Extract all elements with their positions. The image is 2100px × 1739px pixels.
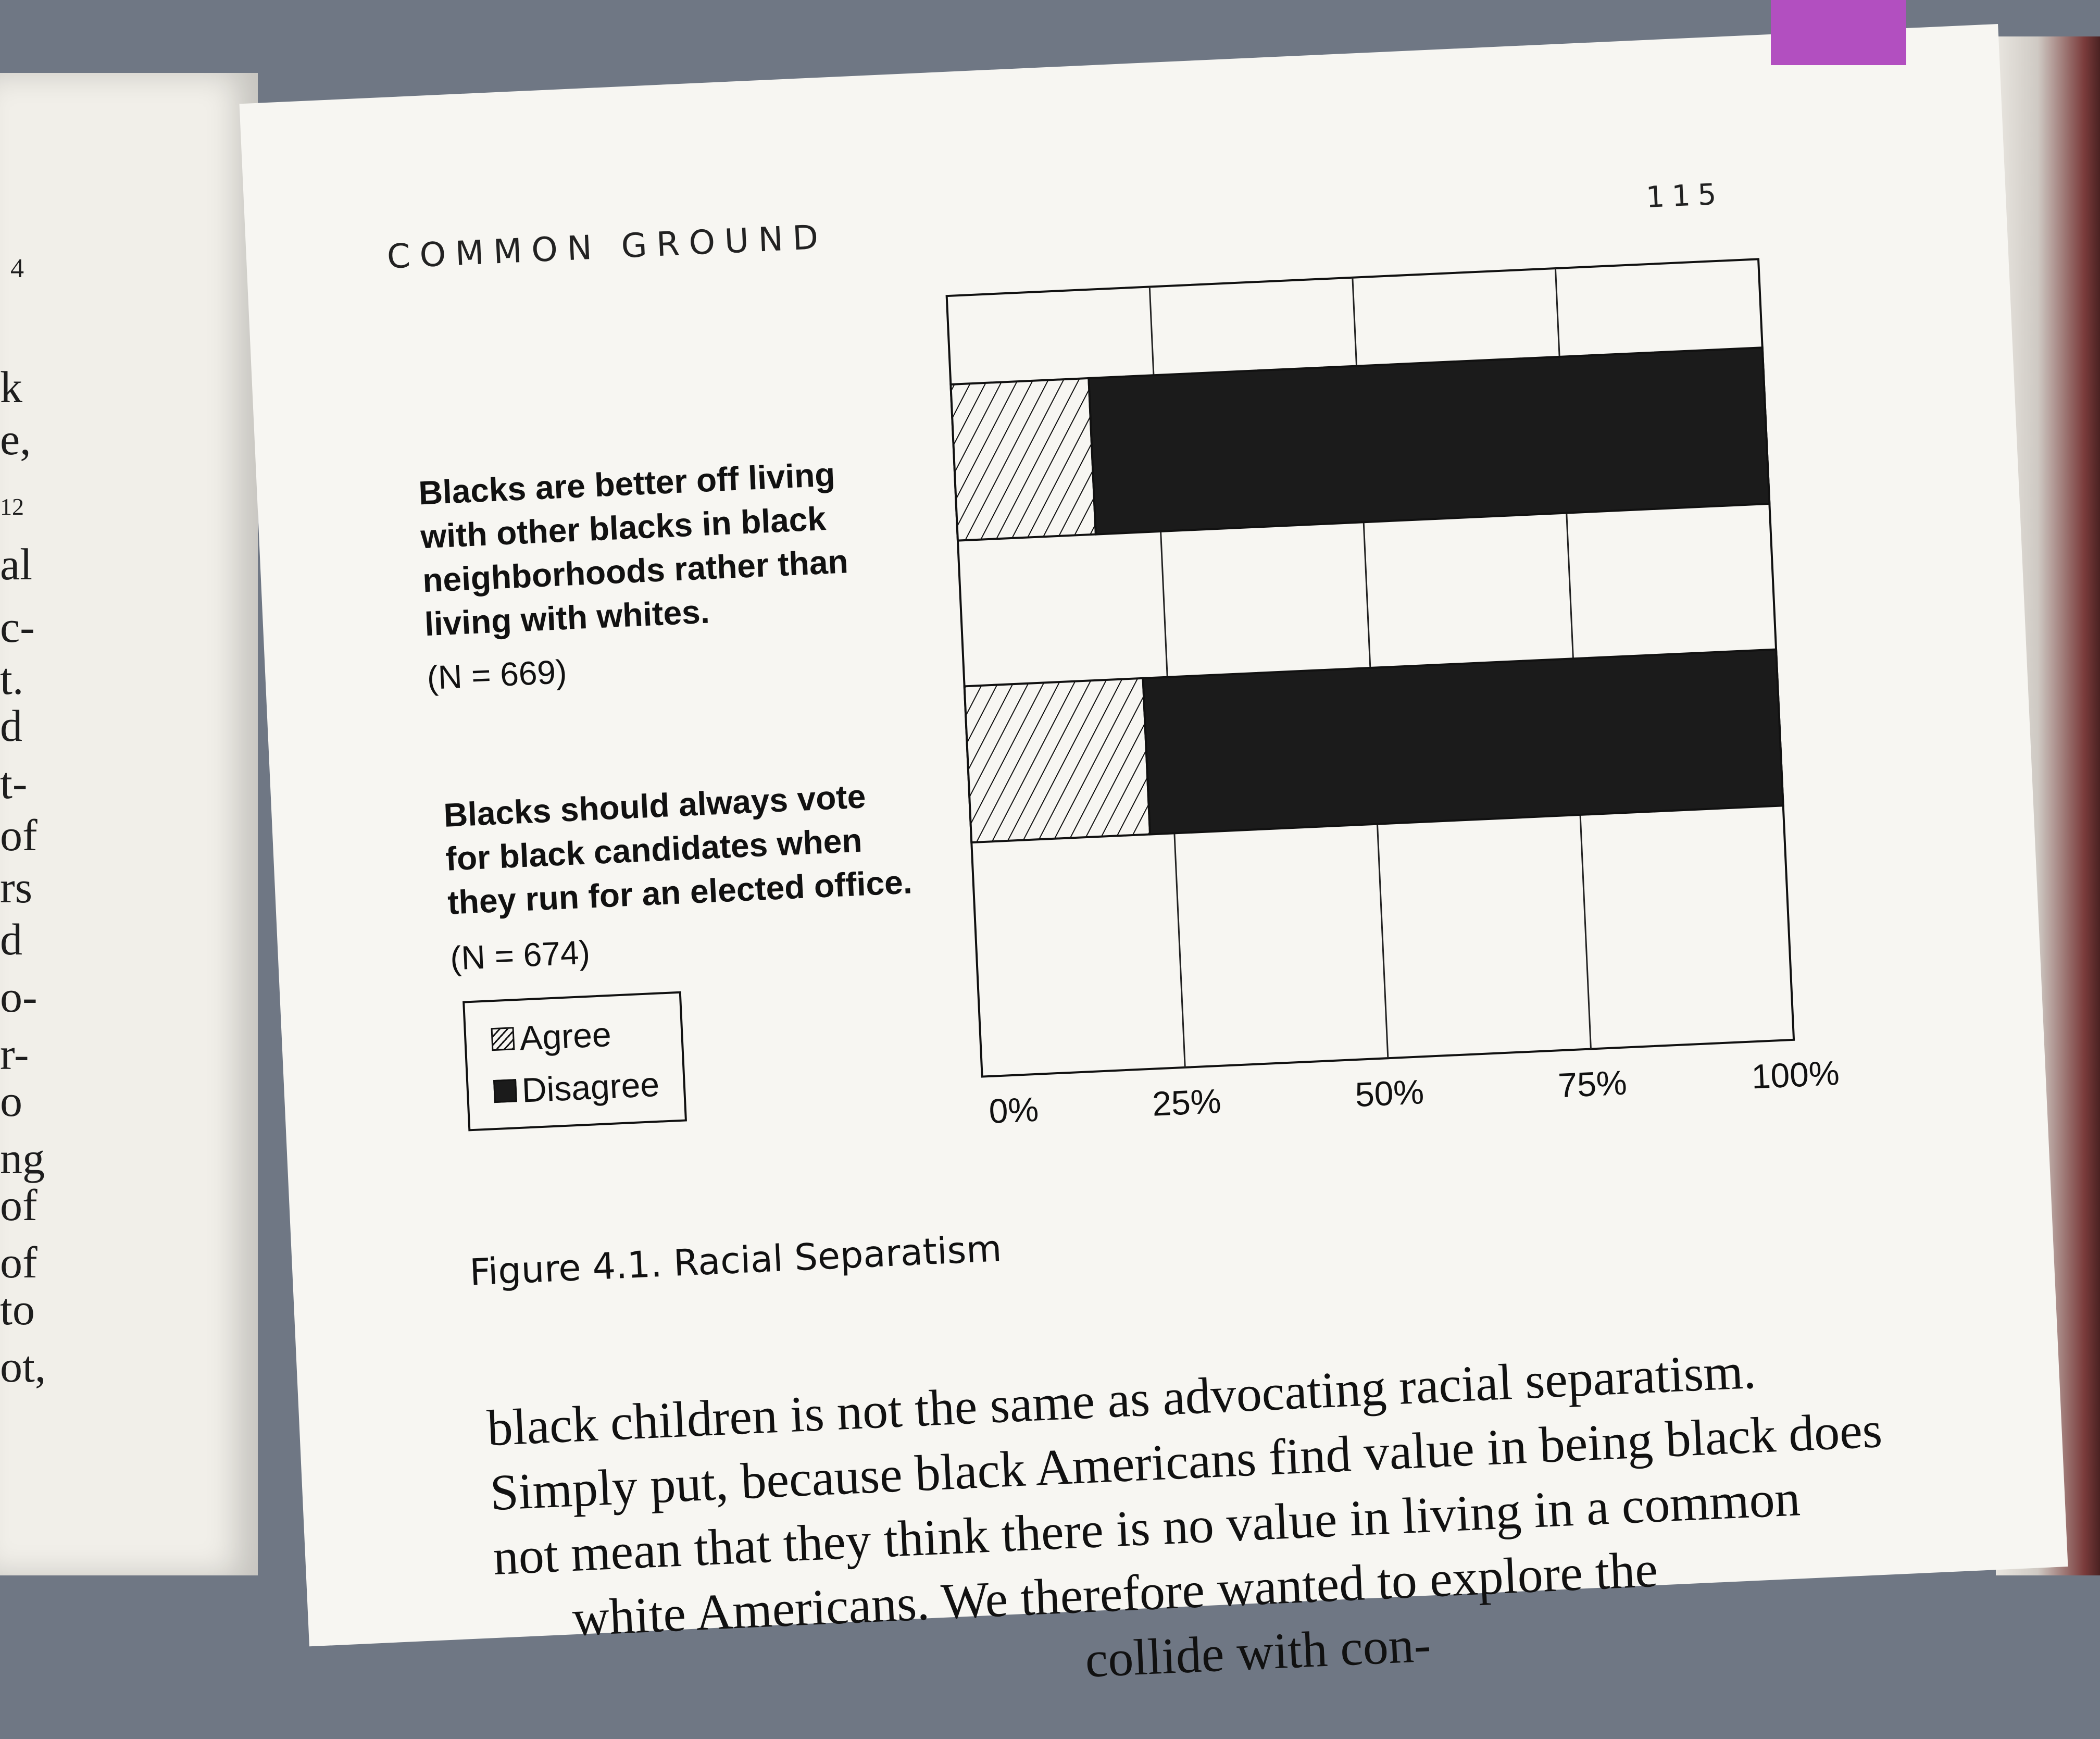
bar-chart: 0% 25% 50% 75% 100% (945, 258, 1840, 1131)
bar-agree-1 (949, 377, 1097, 542)
bar-disagree-2 (1142, 648, 1784, 836)
n-label-1: (N = 669) (426, 653, 568, 697)
legend: Agree Disagree (463, 991, 687, 1132)
margin-fragment: r- (0, 1029, 29, 1079)
disagree-swatch-icon (493, 1079, 517, 1103)
legend-agree: Agree (491, 1014, 612, 1059)
n-label-2: (N = 674) (449, 933, 591, 977)
bookmark-tab (1771, 0, 1906, 65)
left-page-number: 4 (10, 254, 24, 283)
margin-fragment: of (0, 1237, 38, 1287)
x-tick-label: 50% (1354, 1072, 1424, 1114)
margin-fragment: ng (0, 1133, 45, 1183)
page-number: 115 (1645, 177, 1724, 215)
agree-swatch-icon (491, 1027, 515, 1051)
body-text: black children is not the same as advoca… (486, 1330, 1957, 1719)
x-tick-label: 75% (1557, 1063, 1628, 1104)
margin-fragment: k (0, 362, 22, 412)
statement-2: Blacks should always vote for black cand… (443, 768, 1000, 925)
x-tick-label: 0% (988, 1090, 1040, 1131)
margin-fragment: t- (0, 758, 28, 808)
legend-disagree: Disagree (493, 1064, 660, 1111)
margin-fragment: ot, (0, 1341, 46, 1392)
margin-fragment: of (0, 1180, 38, 1230)
margin-fragment: to (0, 1284, 35, 1334)
margin-fragment: o- (0, 972, 38, 1022)
left-page: 4 k e, 12 al c-t. d t-of rs d o-r-o ng of of to ot, (0, 73, 258, 1575)
book-page-content: COMMON GROUND 115 Blacks are better off … (239, 24, 2068, 1688)
margin-fragment: al (0, 539, 33, 589)
legend-disagree-label: Disagree (521, 1064, 660, 1110)
margin-fragment: c- (0, 602, 35, 652)
margin-fragment: o (0, 1076, 22, 1126)
margin-fragment: d (0, 701, 22, 751)
legend-agree-label: Agree (518, 1014, 612, 1058)
margin-fragment: of (0, 810, 38, 860)
bar-disagree-1 (1088, 346, 1771, 536)
margin-fragment: e, (0, 414, 31, 464)
bar-agree-2 (963, 677, 1152, 844)
x-tick-label: 100% (1751, 1053, 1840, 1096)
x-tick-label: 25% (1152, 1082, 1222, 1123)
margin-fragment: t. (0, 654, 24, 704)
margin-fragment: 12 (0, 493, 24, 520)
statement-1: Blacks are better off living with other … (418, 446, 977, 646)
margin-fragment: rs (0, 862, 33, 912)
margin-fragment: d (0, 914, 22, 964)
